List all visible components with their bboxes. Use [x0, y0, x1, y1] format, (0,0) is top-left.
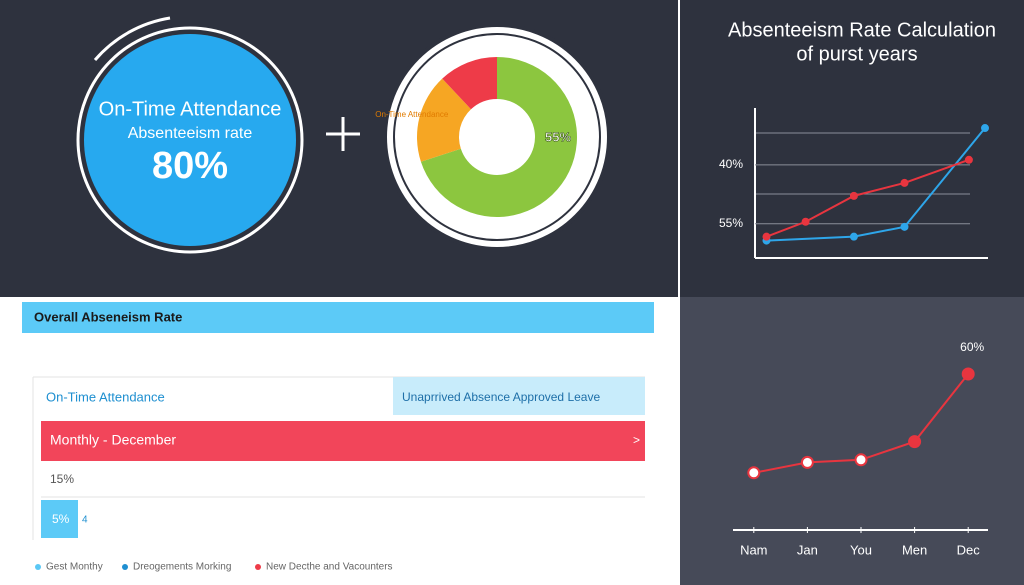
hero-subtitle: Absenteeism rate	[128, 125, 253, 142]
y-tick-label: 55%	[719, 216, 743, 230]
donut-segment	[442, 57, 497, 110]
donut-segment	[417, 78, 471, 162]
chart-title: of purst years	[796, 43, 917, 65]
data-point	[800, 455, 814, 469]
arrow[interactable]: >	[633, 433, 640, 447]
small-note: 4	[82, 515, 88, 526]
y-tick-label: 40%	[719, 157, 743, 171]
x-tick-label: Nam	[740, 542, 767, 557]
donut-inner-frame	[393, 33, 601, 241]
data-point	[762, 232, 771, 241]
absence-label: Unaprrived Absence Approved Leave	[402, 390, 600, 404]
data-point	[964, 155, 973, 164]
x-tick-label: You	[850, 542, 872, 557]
donut-chart: On-Time Attendance 55%	[375, 57, 578, 218]
absence-cell	[393, 377, 645, 415]
line-chart: Nam Jan You Men Dec 60%	[740, 340, 984, 557]
hero-value: 80%	[152, 145, 228, 187]
segment-label: On-Time Attendance	[375, 110, 449, 119]
legend-label: Dreogements Morking	[133, 562, 231, 573]
x-tick-label: Men	[902, 542, 927, 557]
data-point	[747, 466, 761, 480]
data-point	[854, 453, 868, 467]
hero-circle	[84, 34, 296, 246]
data-point	[961, 367, 975, 381]
x-tick-label: Dec	[957, 542, 981, 557]
data-point	[849, 232, 858, 241]
series-line	[766, 127, 986, 242]
small-cell	[41, 500, 78, 538]
top-right-panel	[680, 0, 1024, 297]
data-point	[981, 124, 989, 133]
data-point	[801, 217, 810, 226]
data-point	[900, 222, 909, 231]
chart-title: Absenteeism Rate Calculation	[728, 19, 996, 41]
annotation: 55%	[545, 129, 571, 144]
legend-label: New Decthe and Vacounters	[266, 562, 393, 573]
legend-dot	[122, 564, 128, 570]
x-tick-label: Jan	[797, 542, 818, 557]
small-label: 5%	[52, 512, 70, 526]
header-bar	[22, 302, 654, 333]
rate-label: 15%	[50, 472, 74, 486]
hero-title: On-Time Attendance	[99, 98, 282, 120]
month-bar[interactable]	[41, 421, 645, 461]
legend: Gest Monthy Dreogements Morking New Decthe…	[35, 562, 393, 573]
hero-ring	[76, 26, 304, 254]
legend-dot	[35, 564, 41, 570]
legend-label: Gest Monthy	[46, 562, 103, 573]
data-point	[900, 178, 909, 187]
data-point	[849, 191, 858, 200]
header-title: Overall Abseneism Rate	[34, 309, 182, 324]
value-label: 60%	[960, 340, 984, 354]
month-label: Monthly - December	[50, 432, 176, 448]
bottom-right-panel	[680, 297, 1024, 585]
data-point	[908, 435, 922, 449]
line-chart: 40% 55%	[719, 124, 989, 245]
row-label: On-Time Attendance	[46, 389, 165, 404]
legend-dot	[255, 564, 261, 570]
donut-segment	[420, 57, 578, 218]
hero-arc	[93, 16, 171, 61]
